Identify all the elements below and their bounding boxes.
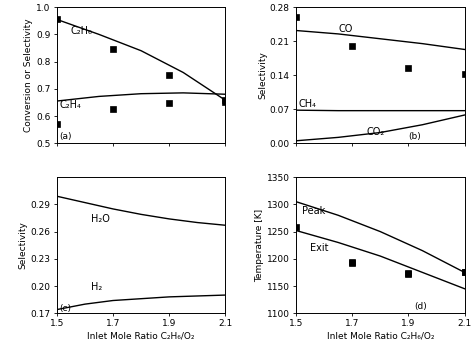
- Text: CH₄: CH₄: [299, 99, 317, 109]
- Y-axis label: Conversion or Selectivity: Conversion or Selectivity: [25, 18, 34, 132]
- Text: (b): (b): [409, 132, 421, 141]
- Text: Peak: Peak: [301, 206, 325, 216]
- Text: C₂H₄: C₂H₄: [60, 100, 82, 111]
- Text: H₂: H₂: [91, 282, 102, 292]
- Text: H₂O: H₂O: [91, 213, 109, 224]
- Y-axis label: Selectivity: Selectivity: [19, 221, 27, 269]
- Y-axis label: Selectivity: Selectivity: [258, 51, 267, 99]
- Text: CO₂: CO₂: [366, 127, 384, 137]
- Text: Exit: Exit: [310, 243, 328, 253]
- X-axis label: Inlet Mole Ratio C₂H₆/O₂: Inlet Mole Ratio C₂H₆/O₂: [327, 331, 434, 340]
- X-axis label: Inlet Mole Ratio C₂H₆/O₂: Inlet Mole Ratio C₂H₆/O₂: [87, 331, 195, 340]
- Text: CO: CO: [338, 24, 353, 35]
- Text: (a): (a): [60, 132, 72, 141]
- Y-axis label: Temperature [K]: Temperature [K]: [255, 209, 264, 282]
- Text: C₂H₆: C₂H₆: [71, 26, 93, 36]
- Text: (d): (d): [414, 302, 427, 311]
- Text: (c): (c): [60, 305, 72, 314]
